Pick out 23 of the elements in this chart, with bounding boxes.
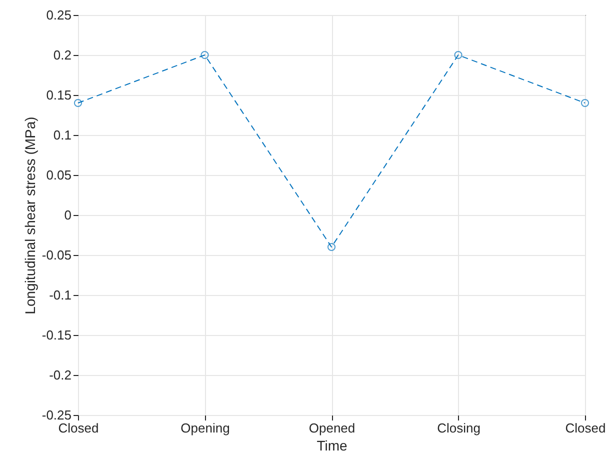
point — [200, 50, 209, 60]
y-tick-label: -0.2 — [49, 368, 72, 382]
x-tick-label: Closed — [58, 420, 99, 436]
y-tick-label: 0 — [64, 208, 72, 222]
x-tick-label: Closed — [565, 420, 606, 436]
x-tick-label: Opening — [180, 420, 230, 436]
y-tick-label: -0.25 — [42, 408, 72, 422]
x-tick-label: Closing — [437, 420, 480, 436]
y-tick-label: 0.05 — [46, 168, 72, 182]
y-tick-label: 0.2 — [53, 48, 72, 62]
point — [454, 50, 462, 60]
point — [580, 98, 590, 108]
point — [327, 242, 336, 252]
y-tick-label: -0.05 — [42, 248, 72, 262]
y-tick-label: 0.25 — [46, 8, 72, 22]
y-tick-label: -0.1 — [49, 288, 72, 302]
x-tick-label: Opened — [308, 420, 356, 436]
y-tick-label: 0.15 — [46, 88, 72, 102]
y-tick-label: -0.15 — [42, 328, 72, 342]
y-axis-title: Longitudinal shear stress (MPa) — [22, 116, 38, 314]
point — [74, 98, 82, 108]
y-tick-label: 0.1 — [53, 128, 72, 142]
x-axis-title: Time — [316, 438, 348, 454]
